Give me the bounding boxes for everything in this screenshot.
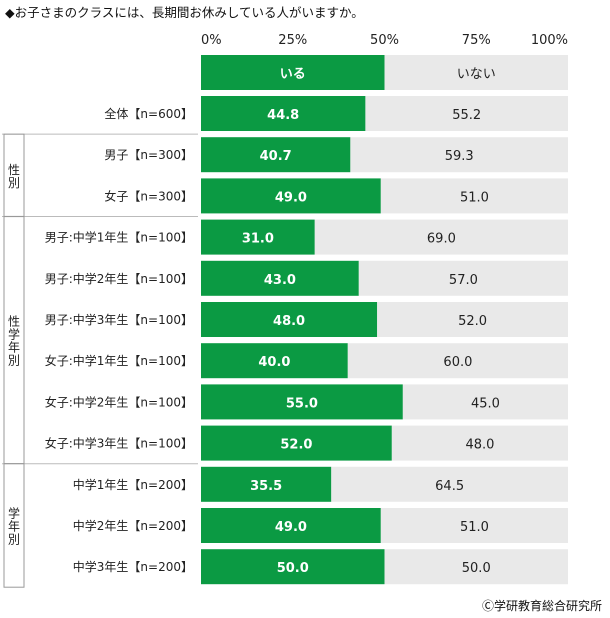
bar-inai [377, 302, 568, 337]
legend-label-iru: いる [280, 67, 306, 82]
bar-inai [331, 466, 568, 502]
category-label: 全体【n=600】 [104, 106, 193, 121]
category-label: 男子:中学2年生【n=100】 [45, 271, 193, 286]
value-label-inai: 59.3 [445, 149, 474, 164]
value-label-iru: 49.0 [275, 190, 307, 205]
bar-inai [314, 219, 568, 255]
bar-iru [201, 466, 332, 502]
group-label: 学年別 [8, 506, 20, 547]
group-label: 性別 [8, 163, 20, 190]
bar-iru [201, 96, 366, 131]
category-label: 女子:中学1年生【n=100】 [45, 353, 193, 368]
bar-inai [347, 343, 568, 379]
bar-iru [201, 549, 385, 585]
value-label-iru: 48.0 [273, 314, 305, 329]
value-label-iru: 49.0 [275, 520, 307, 535]
category-label: 男子:中学3年生【n=100】 [45, 312, 193, 327]
bar-inai [365, 96, 568, 131]
value-label-iru: 35.5 [250, 479, 282, 494]
x-tick-label: 0% [201, 33, 222, 48]
bar-iru [201, 384, 403, 420]
bar-iru [201, 302, 378, 337]
copyright-credit: Ⓒ学研教育総合研究所 [481, 599, 602, 613]
x-tick-label: 25% [278, 33, 307, 48]
legend-label-inai: いない [457, 67, 496, 82]
x-tick-label: 75% [462, 33, 491, 48]
bar-iru [201, 508, 381, 543]
category-label: 女子:中学2年生【n=100】 [45, 394, 193, 409]
bar-iru [201, 343, 348, 379]
bar-iru [201, 425, 392, 461]
bar-inai [380, 178, 568, 214]
x-tick-label: 50% [370, 33, 399, 48]
value-label-iru: 43.0 [264, 273, 296, 288]
value-label-iru: 44.8 [267, 108, 299, 123]
bar-iru [201, 219, 315, 255]
x-tick-label: 100% [531, 33, 568, 48]
value-label-inai: 51.0 [460, 190, 489, 205]
value-label-iru: 40.7 [260, 149, 292, 164]
chart-title: ◆お子さまのクラスには、長期間お休みしている人がいますか。 [5, 5, 364, 20]
bar-iru [201, 260, 359, 296]
value-label-inai: 52.0 [458, 314, 487, 329]
bar-inai [380, 508, 568, 543]
value-label-inai: 45.0 [471, 396, 500, 411]
group-label: 性学年別 [8, 315, 20, 368]
bar-inai [350, 137, 568, 173]
legend-swatch-iru [201, 55, 385, 90]
value-label-inai: 60.0 [443, 355, 472, 370]
category-label: 中学2年生【n=200】 [73, 518, 193, 533]
category-label: 中学3年生【n=200】 [73, 559, 193, 574]
value-label-inai: 51.0 [460, 520, 489, 535]
bar-inai [358, 260, 568, 296]
bar-inai [384, 549, 568, 585]
bar-inai [402, 384, 568, 420]
value-label-inai: 50.0 [462, 561, 491, 576]
group-box [3, 463, 25, 588]
value-label-iru: 55.0 [286, 396, 318, 411]
value-label-inai: 57.0 [449, 273, 478, 288]
value-label-inai: 64.5 [435, 479, 464, 494]
legend-swatch-inai [384, 55, 568, 90]
value-label-inai: 48.0 [465, 438, 494, 453]
category-label: 男子【n=300】 [104, 148, 193, 162]
value-label-iru: 50.0 [277, 561, 309, 576]
category-label: 女子【n=300】 [104, 188, 193, 203]
value-label-inai: 55.2 [452, 108, 481, 123]
bar-iru [201, 137, 351, 173]
category-label: 中学1年生【n=200】 [73, 477, 193, 492]
value-label-iru: 40.0 [258, 355, 290, 370]
value-label-iru: 31.0 [242, 232, 274, 247]
bar-inai [391, 425, 568, 461]
category-label: 女子:中学3年生【n=100】 [45, 436, 193, 451]
value-label-inai: 69.0 [427, 232, 456, 247]
value-label-iru: 52.0 [280, 438, 312, 453]
bar-iru [201, 178, 381, 214]
category-label: 男子:中学1年生【n=100】 [45, 230, 193, 245]
